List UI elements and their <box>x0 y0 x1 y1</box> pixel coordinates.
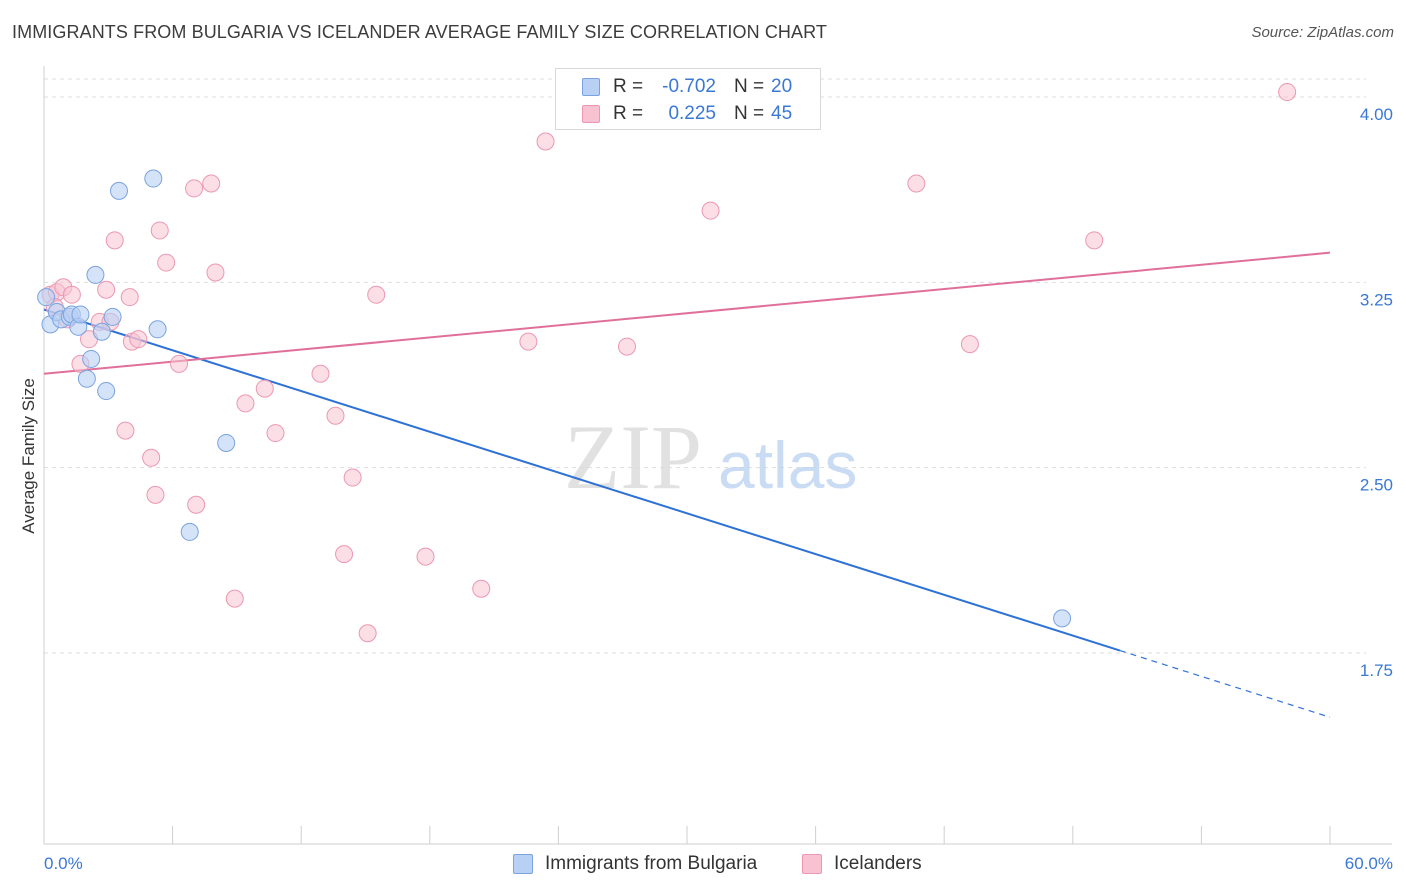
data-point-icelanders <box>150 221 169 240</box>
legend-swatch-blue <box>582 78 600 96</box>
trend-line-icelanders <box>43 251 1331 375</box>
y-tick-label: 2.50 <box>1360 476 1393 495</box>
legend-r-value: 0.225 <box>668 103 716 124</box>
data-point-bulgaria <box>148 320 167 339</box>
legend-n-label: N = <box>734 103 765 124</box>
data-point-bulgaria <box>86 265 105 284</box>
data-point-bulgaria <box>37 288 56 307</box>
data-point-bulgaria <box>180 522 199 541</box>
data-point-icelanders <box>472 579 491 598</box>
data-point-icelanders <box>519 332 538 351</box>
data-point-icelanders <box>206 263 225 282</box>
data-point-icelanders <box>335 545 354 564</box>
y-axis-label: Average Family Size <box>19 378 38 534</box>
data-point-icelanders <box>105 231 124 250</box>
trend-layer <box>43 251 1331 718</box>
data-point-icelanders <box>311 364 330 383</box>
legend-swatch-blue <box>513 854 533 874</box>
data-point-icelanders <box>255 379 274 398</box>
y-tick-label: 4.00 <box>1360 105 1393 124</box>
data-point-icelanders <box>266 424 285 443</box>
watermark-zip: ZIP <box>564 406 702 508</box>
data-point-icelanders <box>960 335 979 354</box>
data-point-icelanders <box>701 201 720 220</box>
legend-n-label: N = <box>734 76 765 97</box>
data-point-icelanders <box>142 448 161 467</box>
data-point-icelanders <box>416 547 435 566</box>
data-point-bulgaria <box>1053 609 1072 628</box>
data-point-bulgaria <box>77 369 96 388</box>
data-point-icelanders <box>343 468 362 487</box>
points-layer <box>37 83 1297 643</box>
data-point-icelanders <box>358 624 377 643</box>
data-point-icelanders <box>536 132 555 151</box>
y-tick-label: 3.25 <box>1360 290 1393 309</box>
watermark: ZIP atlas <box>564 406 857 508</box>
data-point-bulgaria <box>103 307 122 326</box>
watermark-atlas: atlas <box>718 428 857 502</box>
data-point-bulgaria <box>110 181 129 200</box>
data-point-icelanders <box>236 394 255 413</box>
legend-n-value: 45 <box>771 103 793 124</box>
data-point-bulgaria <box>144 169 163 188</box>
data-point-icelanders <box>202 174 221 193</box>
data-point-icelanders <box>1278 83 1297 102</box>
legend-n-value: 20 <box>771 76 793 97</box>
grid-layer: 1.75 2.50 3.25 4.00 <box>44 78 1393 680</box>
legend-r-label: R = <box>613 76 644 97</box>
x-tick-label-min: 0.0% <box>44 854 83 873</box>
trend-line-bulgaria <box>43 308 1121 652</box>
trend-line-bulgaria-extension <box>1119 649 1331 718</box>
data-point-icelanders <box>146 485 165 504</box>
data-point-bulgaria <box>71 305 90 324</box>
data-point-icelanders <box>187 495 206 514</box>
chart-title: IMMIGRANTS FROM BULGARIA VS ICELANDER AV… <box>12 22 827 42</box>
legend-r-value: -0.702 <box>662 76 716 97</box>
legend-label: Icelanders <box>834 853 922 874</box>
data-point-icelanders <box>1085 231 1104 250</box>
legend-swatch-pink <box>802 854 822 874</box>
data-point-bulgaria <box>97 382 116 401</box>
x-tick-label-max: 60.0% <box>1345 854 1393 873</box>
axis-layer <box>43 66 1392 845</box>
data-point-icelanders <box>326 406 345 425</box>
legend-row-icelanders: R = 0.225 N = 45 <box>556 101 820 127</box>
data-point-icelanders <box>367 285 386 304</box>
data-point-icelanders <box>97 280 116 299</box>
series-legend: Immigrants from Bulgaria Icelanders <box>0 852 1406 878</box>
data-point-bulgaria <box>217 433 236 452</box>
data-point-icelanders <box>907 174 926 193</box>
data-point-icelanders <box>225 589 244 608</box>
data-point-bulgaria <box>92 322 111 341</box>
data-point-icelanders <box>116 421 135 440</box>
legend-row-bulgaria: R = -0.702 N = 20 <box>556 74 820 100</box>
legend-r-label: R = <box>613 103 644 124</box>
data-point-icelanders <box>185 179 204 198</box>
legend-swatch-pink <box>582 105 600 123</box>
legend-label: Immigrants from Bulgaria <box>545 853 758 874</box>
data-point-icelanders <box>62 285 81 304</box>
source-label: Source: ZipAtlas.com <box>1251 24 1394 41</box>
data-point-icelanders <box>157 253 176 272</box>
data-point-icelanders <box>170 354 189 373</box>
data-point-icelanders <box>617 337 636 356</box>
data-point-icelanders <box>129 330 148 349</box>
y-tick-label: 1.75 <box>1360 661 1393 680</box>
data-point-bulgaria <box>82 349 101 368</box>
data-point-icelanders <box>120 288 139 307</box>
correlation-legend: R = -0.702 N = 20 R = 0.225 N = 45 <box>555 68 821 130</box>
